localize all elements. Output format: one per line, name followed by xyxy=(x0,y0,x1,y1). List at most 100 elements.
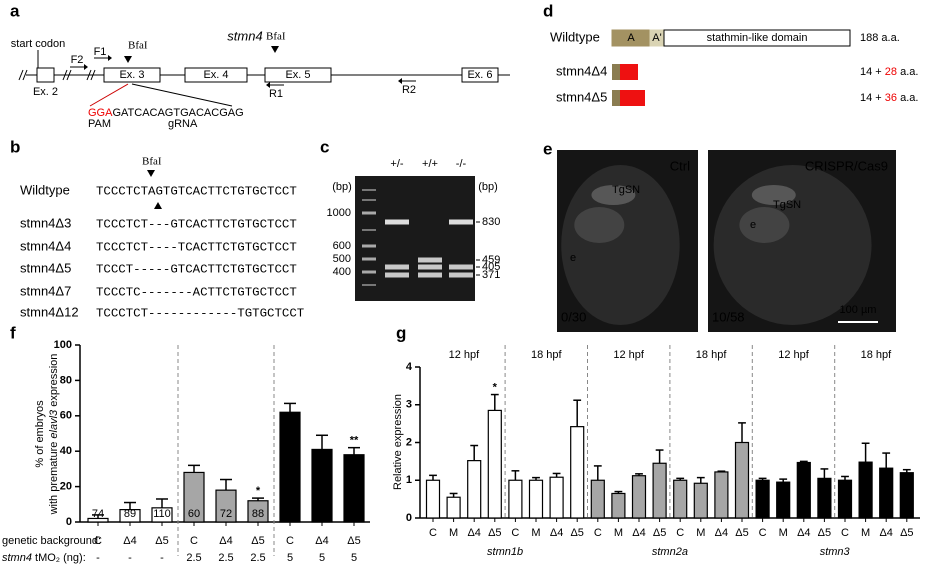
error-bar xyxy=(779,478,788,483)
panel-label: d xyxy=(543,1,553,20)
marker xyxy=(147,170,155,177)
group-label: 18 hpf xyxy=(696,349,728,361)
y-tick-label: 20 xyxy=(60,481,72,493)
arrowhead xyxy=(108,55,112,61)
gel-band xyxy=(362,244,376,248)
length-extra: 36 xyxy=(885,92,897,104)
y-axis-label: Relative expression xyxy=(392,394,404,490)
error-bar xyxy=(188,464,200,473)
gene-name: stmn4 xyxy=(227,28,262,43)
annotation: start codon xyxy=(11,38,65,50)
eye-label: e xyxy=(750,219,756,231)
x-tick-label: Δ5 xyxy=(900,527,913,539)
domain-a xyxy=(612,90,620,106)
x-tick-label: Δ5 xyxy=(570,527,583,539)
genotype-name: stmn4Δ5 xyxy=(20,260,71,275)
bar xyxy=(858,461,873,519)
tissue-glow xyxy=(591,185,636,205)
length-unit: a.a. xyxy=(897,66,918,78)
error-bar xyxy=(841,475,849,481)
sample-size: 74 xyxy=(92,508,104,520)
bar xyxy=(508,479,523,519)
frameshift-region xyxy=(620,90,645,106)
bar xyxy=(487,409,502,519)
x-tick-label: Δ4 xyxy=(632,527,645,539)
ladder-label: 400 xyxy=(333,266,351,278)
sample-size: 88 xyxy=(252,508,264,520)
gene-label: stmn2a xyxy=(652,546,688,558)
gel-image xyxy=(355,176,475,301)
dose-label: 5 xyxy=(351,552,357,564)
arrowhead xyxy=(84,64,88,70)
bar xyxy=(446,496,461,519)
error-bar xyxy=(573,399,582,427)
bar xyxy=(425,479,441,519)
grna-sequence-rest: GATCACAGTGACACGAG xyxy=(112,107,243,119)
error-bar xyxy=(490,393,499,411)
x-tick-label: Δ4 xyxy=(219,535,232,547)
gel-band xyxy=(449,264,473,270)
bar xyxy=(693,482,708,519)
domain-label: A xyxy=(627,32,635,44)
grna-link xyxy=(131,83,233,107)
domain-label: stathmin-like domain xyxy=(707,32,808,44)
error-bar xyxy=(511,470,520,481)
panel-label: c xyxy=(320,137,329,156)
x-tick-label: C xyxy=(759,527,767,539)
error-bar xyxy=(614,490,623,494)
sample-size: 56 xyxy=(284,508,296,520)
exon-label: Ex. 4 xyxy=(203,69,228,81)
domain-a xyxy=(612,64,620,80)
band-label: 830 xyxy=(482,216,500,228)
bar xyxy=(755,479,770,519)
genotype-name: stmn4Δ12 xyxy=(20,304,79,319)
significance-marker: * xyxy=(256,485,261,497)
x-tick-label: M xyxy=(531,527,540,539)
sample-size: 72 xyxy=(220,508,232,520)
bar xyxy=(631,475,647,519)
error-bar xyxy=(252,497,264,501)
bar xyxy=(611,492,626,519)
bar xyxy=(652,462,667,519)
y-tick-label: 0 xyxy=(66,516,72,528)
error-bar xyxy=(861,442,870,463)
protein-length: 188 a.a. xyxy=(860,32,900,44)
x-tick-label: Δ5 xyxy=(155,535,168,547)
embryo-count: 0/30 xyxy=(561,309,586,324)
sample-size: 84 xyxy=(316,508,328,520)
bar xyxy=(714,471,729,519)
sequence: TCCCT-----GTCACTTCTGTGCTCCT xyxy=(96,262,297,276)
bar xyxy=(673,479,688,519)
primer-label: F1 xyxy=(94,46,107,58)
protein-name: stmn4Δ5 xyxy=(556,89,607,104)
bar xyxy=(734,441,750,519)
error-bar xyxy=(676,477,685,481)
tissue-glow xyxy=(574,207,625,243)
gel-band xyxy=(418,264,442,270)
bar xyxy=(776,481,791,519)
y-axis-label: % of embryos xyxy=(34,400,46,468)
significance-marker: * xyxy=(493,381,498,393)
gel-band xyxy=(418,272,442,278)
genotype-name: stmn4Δ3 xyxy=(20,215,71,230)
genotype-name: stmn4Δ4 xyxy=(20,238,71,253)
gel-band xyxy=(385,219,409,225)
eye-label: e xyxy=(570,252,576,264)
y-tick-label: 60 xyxy=(60,410,72,422)
length-base: 14 + xyxy=(860,92,885,104)
panel-label: g xyxy=(396,323,406,342)
sequence: TCCCTCT----TCACTTCTGTGCTCCT xyxy=(96,240,297,254)
panel-label: a xyxy=(10,1,20,20)
x-tick-label: Δ5 xyxy=(347,535,360,547)
lane-label: +/- xyxy=(390,158,403,170)
enzyme-label: BfaI xyxy=(142,156,162,168)
unit-label: (bp) xyxy=(478,181,498,193)
genotype-name: stmn4Δ7 xyxy=(20,283,71,298)
gel-band xyxy=(362,284,376,286)
bar xyxy=(590,479,605,519)
lane-label: -/- xyxy=(456,158,467,170)
dose-label: - xyxy=(96,552,100,564)
grna-label: gRNA xyxy=(168,118,198,130)
panel-label: f xyxy=(10,323,16,342)
protein-name: Wildtype xyxy=(550,29,600,44)
